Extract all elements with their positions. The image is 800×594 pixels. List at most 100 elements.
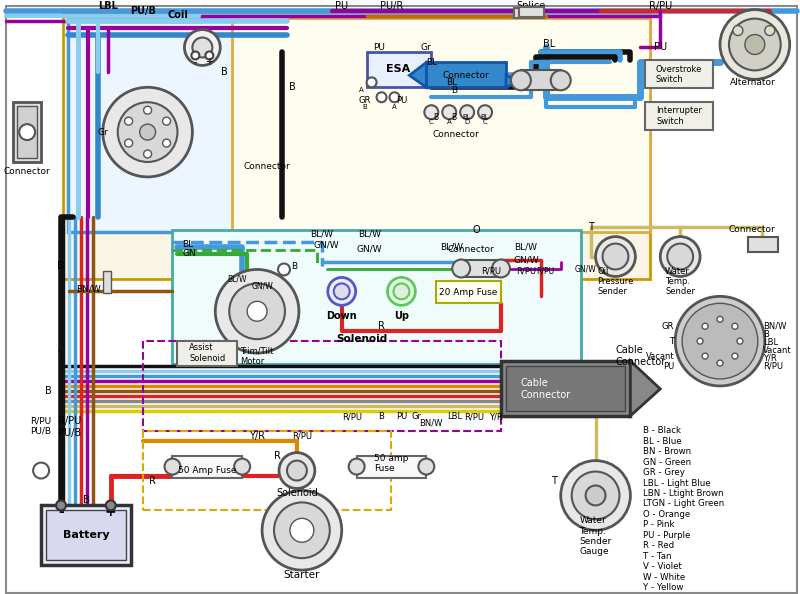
Text: PU: PU xyxy=(663,362,674,371)
Text: PU/B: PU/B xyxy=(58,428,81,438)
Circle shape xyxy=(366,77,377,87)
Text: PU: PU xyxy=(335,1,348,11)
Text: B: B xyxy=(451,86,458,95)
Text: BL - Blue: BL - Blue xyxy=(643,437,682,446)
Circle shape xyxy=(278,264,290,276)
Text: Alternator: Alternator xyxy=(730,78,776,87)
Circle shape xyxy=(33,463,49,479)
Text: Y - Yellow: Y - Yellow xyxy=(643,583,684,592)
Text: Connector: Connector xyxy=(442,71,490,80)
Circle shape xyxy=(247,301,267,321)
Text: BL: BL xyxy=(463,114,471,120)
Text: A: A xyxy=(359,87,364,93)
Text: R/PU: R/PU xyxy=(649,1,672,11)
Bar xyxy=(519,7,544,17)
Circle shape xyxy=(56,500,66,510)
Text: PU/R: PU/R xyxy=(380,1,403,11)
Text: Splice: Splice xyxy=(516,1,546,11)
Circle shape xyxy=(162,117,170,125)
Text: -: - xyxy=(194,58,197,67)
Bar xyxy=(178,341,237,366)
Text: BL: BL xyxy=(542,39,555,49)
Text: GN: GN xyxy=(182,249,196,258)
Text: ESA: ESA xyxy=(386,64,410,74)
Polygon shape xyxy=(410,62,426,87)
Text: +: + xyxy=(105,505,117,519)
Circle shape xyxy=(262,491,342,570)
Text: BL: BL xyxy=(446,78,457,87)
Bar xyxy=(646,61,713,89)
Text: BL/W: BL/W xyxy=(358,229,381,238)
Circle shape xyxy=(460,105,474,119)
Text: B: B xyxy=(763,330,769,339)
Circle shape xyxy=(442,105,456,119)
Text: LBN - Ltight Brown: LBN - Ltight Brown xyxy=(643,489,724,498)
Circle shape xyxy=(424,105,438,119)
Text: B - Black: B - Black xyxy=(643,426,682,435)
Text: O: O xyxy=(472,225,480,235)
Bar xyxy=(46,510,126,560)
Circle shape xyxy=(387,277,415,305)
Text: GN/W: GN/W xyxy=(314,240,339,249)
Text: Solenoid: Solenoid xyxy=(336,334,387,344)
Bar xyxy=(436,282,501,304)
Bar xyxy=(366,52,431,87)
Text: PU: PU xyxy=(396,96,407,105)
Text: PU/B: PU/B xyxy=(130,6,155,15)
Text: T: T xyxy=(670,337,674,346)
Polygon shape xyxy=(506,75,521,87)
Text: LTGN - Light Green: LTGN - Light Green xyxy=(643,500,725,508)
Text: B: B xyxy=(378,412,385,421)
Circle shape xyxy=(125,139,133,147)
Circle shape xyxy=(162,139,170,147)
Text: Trim/Tilt
Motor: Trim/Tilt Motor xyxy=(241,346,274,366)
Text: BL/W: BL/W xyxy=(227,275,247,284)
Text: R: R xyxy=(274,451,281,460)
Text: B: B xyxy=(221,67,228,77)
Text: T: T xyxy=(588,222,594,232)
Circle shape xyxy=(702,353,708,359)
Text: GN/W: GN/W xyxy=(357,244,382,253)
Text: Gr: Gr xyxy=(421,43,432,52)
Text: BN - Brown: BN - Brown xyxy=(643,447,691,456)
Circle shape xyxy=(586,485,606,505)
Text: GN/W: GN/W xyxy=(513,255,538,264)
Text: B: B xyxy=(57,261,64,271)
Circle shape xyxy=(511,70,531,90)
Text: R: R xyxy=(149,476,156,485)
Text: LBL: LBL xyxy=(98,1,118,11)
Circle shape xyxy=(478,105,492,119)
Text: BL: BL xyxy=(481,114,490,120)
Text: GN/W: GN/W xyxy=(574,265,597,274)
Text: C: C xyxy=(429,119,434,125)
Text: B: B xyxy=(434,113,439,122)
Text: BN/W: BN/W xyxy=(763,322,786,331)
Bar xyxy=(41,505,130,565)
Text: PU: PU xyxy=(654,43,667,52)
Circle shape xyxy=(717,316,723,322)
Text: PU: PU xyxy=(374,43,386,52)
Text: Gr: Gr xyxy=(98,128,108,137)
Circle shape xyxy=(192,37,212,58)
Text: BN/W: BN/W xyxy=(420,418,443,427)
Circle shape xyxy=(745,34,765,55)
Bar xyxy=(646,102,713,130)
Circle shape xyxy=(572,472,619,519)
Text: Vacant: Vacant xyxy=(646,352,674,361)
Text: GN/W: GN/W xyxy=(251,282,273,291)
Circle shape xyxy=(234,459,250,475)
Text: Assist
Solenoid: Assist Solenoid xyxy=(190,343,226,363)
Text: R/PU: R/PU xyxy=(516,267,536,276)
Text: Overstroke
Switch: Overstroke Switch xyxy=(656,65,702,84)
Text: PU/B: PU/B xyxy=(30,426,51,435)
Circle shape xyxy=(737,338,743,344)
Circle shape xyxy=(230,283,285,339)
Bar xyxy=(501,361,630,416)
Text: BN/W: BN/W xyxy=(76,285,101,294)
Text: Oil
Pressure
Sender: Oil Pressure Sender xyxy=(598,267,634,296)
Bar xyxy=(461,260,501,277)
Text: Y/R: Y/R xyxy=(489,412,503,421)
Circle shape xyxy=(732,323,738,329)
Text: B: B xyxy=(291,262,297,271)
Circle shape xyxy=(717,360,723,366)
